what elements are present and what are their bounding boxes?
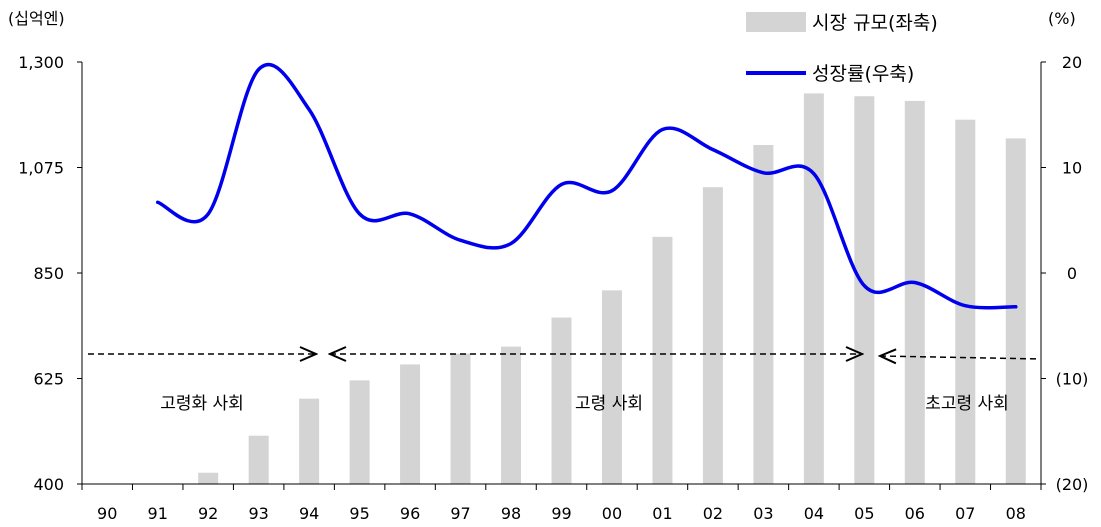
period-label-aging-society: 고령화 사회 bbox=[160, 394, 244, 414]
growth-point-07 bbox=[963, 304, 967, 308]
bar-03 bbox=[753, 144, 774, 484]
growth-point-95 bbox=[358, 212, 362, 216]
right-axis-tick-labels: (20) (10) 0 10 20 bbox=[1056, 53, 1089, 494]
right-tick-label: (10) bbox=[1056, 370, 1089, 389]
growth-point-06 bbox=[913, 280, 917, 284]
x-axis-tick-labels: 90 91 92 93 94 95 96 97 98 99 00 01 02 03 04 05 06 07 08 bbox=[97, 504, 1026, 523]
growth-point-02 bbox=[711, 148, 715, 152]
growth-point-99 bbox=[560, 182, 563, 186]
right-tick-label: 10 bbox=[1062, 159, 1082, 178]
growth-point-93 bbox=[257, 67, 261, 71]
bar-99 bbox=[551, 317, 572, 484]
bar-93 bbox=[248, 435, 269, 484]
growth-point-94 bbox=[307, 107, 311, 111]
bar-06 bbox=[904, 100, 925, 484]
x-tick-label: 00 bbox=[602, 504, 622, 523]
legend-swatch-market-size bbox=[746, 12, 806, 32]
x-tick-label: 94 bbox=[299, 504, 319, 523]
left-tick-label: 625 bbox=[33, 370, 64, 389]
right-tick-label: 20 bbox=[1062, 53, 1082, 72]
legend-label-growth-rate: 성장률(우축) bbox=[812, 63, 914, 85]
x-tick-label: 02 bbox=[703, 504, 723, 523]
period-arrows bbox=[88, 354, 1041, 359]
growth-point-08 bbox=[1014, 305, 1018, 309]
growth-point-01 bbox=[660, 128, 664, 132]
x-tick-label: 05 bbox=[854, 504, 874, 523]
left-tick-label: 400 bbox=[33, 475, 64, 494]
x-tick-label: 91 bbox=[148, 504, 168, 523]
x-tick-label: 99 bbox=[551, 504, 571, 523]
growth-point-05 bbox=[862, 284, 866, 288]
x-tick-label: 96 bbox=[400, 504, 420, 523]
bar-95 bbox=[349, 380, 370, 484]
left-axis-tick-labels: 400 625 850 1,075 1,300 bbox=[18, 53, 64, 494]
left-tick-label: 850 bbox=[33, 264, 64, 283]
market-size-bars bbox=[198, 93, 1026, 485]
left-tick-label: 1,075 bbox=[18, 159, 64, 178]
growth-point-97 bbox=[459, 238, 463, 242]
bar-04 bbox=[803, 93, 824, 484]
bar-98 bbox=[501, 346, 522, 484]
period-label-aged-society: 고령 사회 bbox=[575, 394, 643, 414]
growth-point-96 bbox=[408, 212, 412, 216]
growth-point-98 bbox=[509, 241, 513, 245]
bar-96 bbox=[400, 364, 421, 484]
left-tick-label: 1,300 bbox=[18, 53, 64, 72]
growth-point-92 bbox=[206, 212, 210, 216]
x-tick-label: 01 bbox=[652, 504, 672, 523]
growth-point-04 bbox=[812, 172, 816, 176]
x-tick-label: 92 bbox=[198, 504, 218, 523]
x-tick-label: 03 bbox=[753, 504, 773, 523]
period-arrow-super-aged-society bbox=[880, 356, 1041, 359]
x-tick-label: 08 bbox=[1006, 504, 1026, 523]
legend-label-market-size: 시장 규모(좌축) bbox=[812, 12, 938, 34]
growth-rate-line bbox=[155, 62, 1018, 310]
x-tick-label: 98 bbox=[501, 504, 521, 523]
growth-point-03 bbox=[761, 171, 765, 175]
left-axis-unit: (십억엔) bbox=[8, 9, 65, 28]
right-axis-unit: (%) bbox=[1048, 9, 1076, 28]
growth-point-00 bbox=[610, 189, 614, 193]
bar-94 bbox=[299, 398, 320, 484]
period-label-super-aged-society: 초고령 사회 bbox=[925, 394, 1009, 414]
bar-00 bbox=[601, 290, 622, 484]
right-tick-label: (20) bbox=[1056, 475, 1089, 494]
x-tick-label: 06 bbox=[905, 504, 925, 523]
bar-08 bbox=[1005, 138, 1026, 484]
bar-01 bbox=[652, 236, 673, 484]
bar-05 bbox=[854, 96, 875, 485]
growth-rate-points bbox=[156, 67, 1018, 309]
x-tick-label: 04 bbox=[804, 504, 824, 523]
x-tick-label: 90 bbox=[97, 504, 117, 523]
bar-02 bbox=[702, 187, 723, 484]
x-tick-label: 07 bbox=[955, 504, 975, 523]
x-tick-label: 95 bbox=[349, 504, 369, 523]
bar-07 bbox=[955, 119, 976, 484]
right-tick-label: 0 bbox=[1067, 264, 1077, 283]
x-tick-label: 97 bbox=[450, 504, 470, 523]
legend: 시장 규모(좌축) 성장률(우축) bbox=[746, 12, 938, 85]
bar-92 bbox=[198, 472, 219, 484]
axis-tick-marks bbox=[77, 61, 1046, 490]
bar-97 bbox=[450, 353, 471, 484]
x-tick-label: 93 bbox=[248, 504, 268, 523]
growth-point-91 bbox=[156, 200, 160, 204]
